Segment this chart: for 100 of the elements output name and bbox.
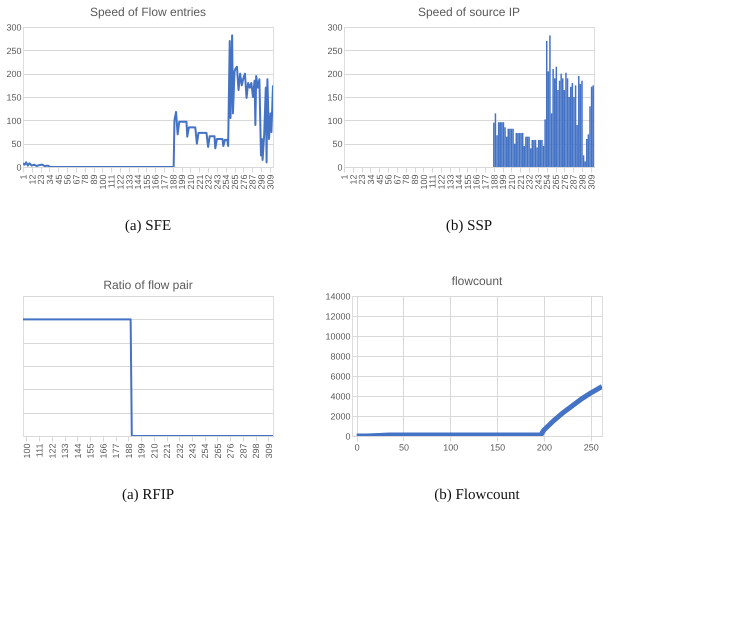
text: (b) Flowcount	[434, 487, 521, 503]
x-tick-label: 298	[251, 444, 262, 459]
x-tick-label: 166	[98, 444, 108, 459]
x-tick-label: 155	[462, 174, 473, 190]
x-tick-label: 177	[111, 444, 122, 459]
x-tick-label: 34	[366, 174, 376, 185]
x-tick-label: 1	[340, 174, 350, 180]
x-tick-label: 298	[577, 174, 588, 190]
x-tick-label: 133	[60, 444, 70, 459]
x-tick-label: 210	[186, 174, 196, 190]
x-tick-label: 45	[374, 174, 385, 185]
y-tick-label: 4000	[330, 392, 350, 402]
x-tick-label: 287	[568, 174, 579, 190]
x-tick-label: 188	[489, 174, 500, 190]
x-tick-label: 287	[248, 174, 258, 190]
y-tick-label: 300	[327, 22, 342, 32]
x-tick-label: 265	[551, 174, 562, 190]
y-tick-label: 200	[327, 69, 342, 80]
x-tick-label: 150	[490, 442, 506, 452]
x-tick-label: 309	[586, 174, 596, 190]
y-tick-label: 8000	[330, 352, 350, 362]
y-tick-label: 100	[6, 116, 22, 126]
text: (a) SFE	[124, 218, 172, 234]
x-tick-label: 221	[162, 444, 172, 459]
x-tick-label: 232	[524, 174, 535, 190]
x-tick-label: 34	[44, 174, 55, 185]
x-tick-label: 122	[47, 444, 58, 459]
text: (b) SSP	[446, 218, 492, 234]
x-tick-label: 210	[506, 174, 517, 190]
x-tick-label: 287	[238, 444, 248, 459]
x-tick-label: 111	[106, 174, 117, 188]
x-tick-label: 309	[264, 444, 274, 459]
x-tick-label: 243	[533, 174, 544, 190]
y-tick-label: 200	[6, 69, 22, 80]
x-tick-label: 56	[384, 174, 394, 185]
y-tick-label: 6000	[330, 372, 350, 382]
y-tick-label: 0	[337, 162, 342, 172]
y-tick-label: 2000	[330, 412, 350, 422]
x-tick-label: 221	[516, 174, 526, 190]
x-tick-label: 100	[418, 174, 429, 190]
x-tick-label: 12	[27, 174, 38, 185]
y-tick-label: 250	[6, 46, 22, 56]
x-tick-label: 100	[443, 442, 458, 452]
x-tick-label: 177	[160, 174, 170, 190]
x-tick-label: 144	[454, 174, 464, 190]
chart-title: Speed of Flow entries	[90, 5, 206, 19]
x-tick-label: 199	[498, 174, 508, 190]
y-tick-label: 50	[11, 139, 22, 150]
x-tick-label: 89	[89, 174, 100, 185]
x-tick-label: 67	[71, 174, 82, 185]
x-tick-label: 210	[149, 444, 160, 459]
y-tick-label: 300	[6, 22, 22, 32]
y-tick-label: 50	[332, 139, 342, 150]
x-tick-label: 111	[428, 174, 438, 188]
x-tick-label: 56	[62, 174, 73, 185]
y-tick-label: 250	[327, 46, 342, 56]
x-tick-label: 111	[34, 444, 45, 458]
x-tick-label: 254	[221, 174, 232, 190]
chart-title: Ratio of flow pair	[103, 278, 193, 292]
x-tick-label: 144	[133, 174, 144, 190]
x-tick-label: 199	[136, 444, 147, 459]
x-tick-label: 133	[445, 174, 456, 190]
x-tick-label: 221	[194, 174, 205, 190]
x-tick-label: 12	[348, 174, 358, 185]
x-tick-label: 166	[150, 174, 161, 190]
x-tick-label: 133	[124, 174, 134, 190]
x-tick-label: 23	[357, 174, 368, 185]
x-tick-label: 1	[18, 174, 28, 180]
y-tick-label: 150	[6, 92, 22, 102]
y-tick-label: 12000	[325, 312, 350, 322]
x-tick-label: 265	[230, 174, 240, 190]
x-tick-label: 122	[115, 174, 126, 190]
x-tick-label: 250	[584, 442, 599, 452]
x-tick-label: 67	[392, 174, 402, 185]
x-tick-label: 199	[177, 174, 188, 190]
chart-title: Speed of source IP	[418, 5, 520, 19]
x-tick-label: 265	[212, 444, 223, 459]
y-tick-label: 10000	[325, 332, 350, 342]
x-tick-label: 155	[86, 444, 96, 459]
x-tick-label: 298	[256, 174, 266, 190]
x-tick-label: 276	[560, 174, 570, 190]
y-tick-label: 100	[327, 116, 342, 126]
x-tick-label: 78	[401, 174, 412, 185]
x-tick-label: 276	[226, 444, 236, 459]
x-tick-label: 254	[200, 444, 210, 459]
x-tick-label: 144	[72, 444, 83, 459]
x-tick-label: 100	[98, 174, 108, 190]
x-tick-label: 188	[168, 174, 178, 190]
x-tick-label: 276	[238, 174, 249, 190]
x-tick-label: 232	[204, 174, 214, 190]
x-tick-label: 78	[80, 174, 90, 185]
y-tick-label: 14000	[325, 292, 350, 302]
x-tick-label: 155	[142, 174, 152, 190]
x-tick-label: 254	[542, 174, 552, 190]
text: (a) RFIP	[122, 487, 174, 503]
x-tick-label: 166	[472, 174, 482, 190]
y-tick-label: 150	[327, 92, 342, 102]
x-tick-label: 89	[410, 174, 420, 185]
x-tick-label: 50	[398, 442, 410, 452]
x-tick-label: 243	[187, 444, 198, 459]
